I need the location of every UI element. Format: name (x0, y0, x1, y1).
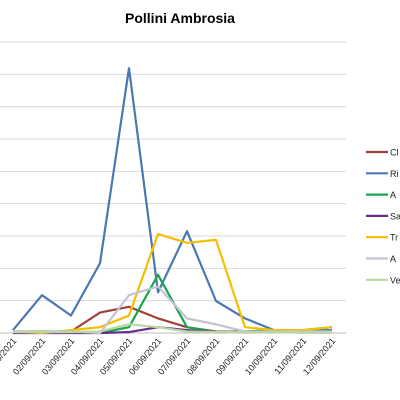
legend-label: Tr (390, 233, 398, 243)
series-line-4 (12, 233, 333, 335)
legend: Cl Ri A Sa Tr A Ve (366, 148, 400, 285)
chart-title: Pollini Ambrosia (125, 10, 235, 26)
series-line-1 (12, 67, 332, 332)
series-layer (12, 67, 333, 335)
legend-label: A (390, 190, 396, 200)
legend-label: Ri (390, 169, 399, 179)
gridlines (0, 41, 346, 334)
legend-label: Sa (390, 211, 400, 221)
legend-label: Cl (390, 148, 399, 158)
series-line-6 (13, 323, 332, 334)
legend-label: Ve (390, 275, 400, 285)
x-tick-labels: 01/09/202102/09/202103/09/202104/09/2021… (0, 336, 338, 377)
legend-label: A (390, 254, 396, 264)
